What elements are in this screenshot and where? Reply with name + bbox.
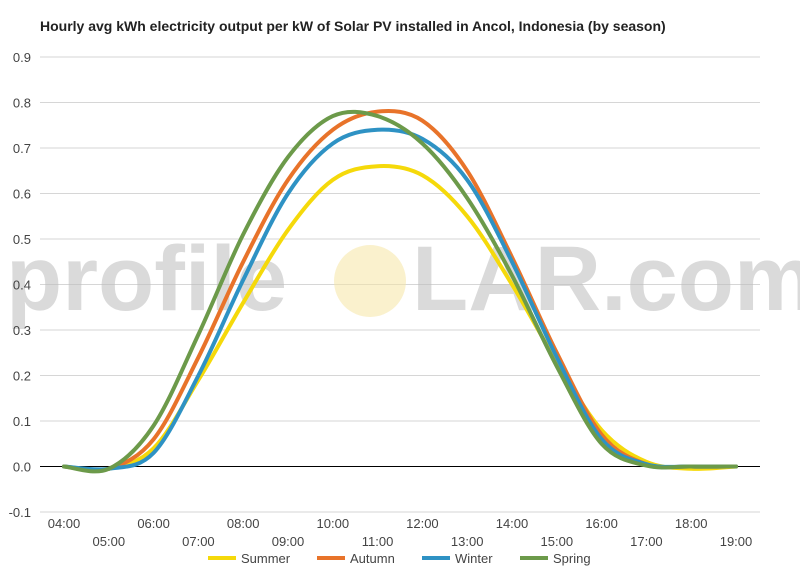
x-tick-label: 10:00	[317, 516, 350, 531]
legend-swatch-summer	[208, 556, 236, 560]
y-tick-label: 0.3	[13, 323, 31, 338]
legend-label-summer: Summer	[241, 551, 291, 566]
y-tick-label: 0.7	[13, 141, 31, 156]
y-tick-label: 0.8	[13, 96, 31, 111]
x-tick-label: 18:00	[675, 516, 708, 531]
legend: Summer Autumn Winter Spring	[208, 551, 591, 566]
y-tick-label: 0.1	[13, 414, 31, 429]
x-axis: 04:00 05:00 06:00 07:00 08:00 09:00 10:00 11:00…	[48, 516, 753, 549]
x-tick-label: 08:00	[227, 516, 260, 531]
x-tick-label: 11:00	[362, 534, 394, 549]
y-tick-label: 0.5	[13, 232, 31, 247]
series-line-spring	[62, 109, 738, 474]
y-tick-label: 0.2	[13, 369, 31, 384]
watermark-sun-icon	[334, 245, 406, 317]
y-tick-label: 0.6	[13, 187, 31, 202]
x-tick-label: 16:00	[585, 516, 618, 531]
watermark-text-right: LAR.com	[412, 228, 800, 330]
legend-label-spring: Spring	[553, 551, 591, 566]
series-line-winter	[62, 127, 738, 472]
x-tick-label: 05:00	[93, 534, 126, 549]
x-tick-label: 14:00	[496, 516, 529, 531]
grid-lines	[40, 56, 760, 513]
chart-title: Hourly avg kWh electricity output per kW…	[40, 18, 666, 34]
x-tick-label: 07:00	[182, 534, 215, 549]
watermark: profile LAR.com	[6, 228, 800, 330]
legend-swatch-winter	[422, 556, 450, 560]
legend-swatch-autumn	[317, 556, 345, 560]
y-tick-label: 0.9	[13, 50, 31, 65]
x-tick-label: 13:00	[451, 534, 484, 549]
legend-label-winter: Winter	[455, 551, 493, 566]
y-tick-label: 0.0	[13, 460, 31, 475]
x-tick-label: 12:00	[406, 516, 439, 531]
y-axis: -0.1 0.0 0.1 0.2 0.3 0.4 0.5 0.6 0.7 0.8 0.9	[9, 50, 31, 520]
x-tick-label: 15:00	[541, 534, 574, 549]
x-tick-label: 06:00	[137, 516, 170, 531]
x-tick-label: 04:00	[48, 516, 81, 531]
x-tick-label: 17:00	[630, 534, 663, 549]
y-tick-label: -0.1	[9, 505, 31, 520]
x-tick-label: 19:00	[720, 534, 753, 549]
series-line-autumn	[62, 108, 738, 473]
legend-label-autumn: Autumn	[350, 551, 395, 566]
series-lines	[62, 108, 738, 474]
legend-swatch-spring	[520, 556, 548, 560]
x-tick-label: 09:00	[272, 534, 305, 549]
y-tick-label: 0.4	[13, 278, 31, 293]
